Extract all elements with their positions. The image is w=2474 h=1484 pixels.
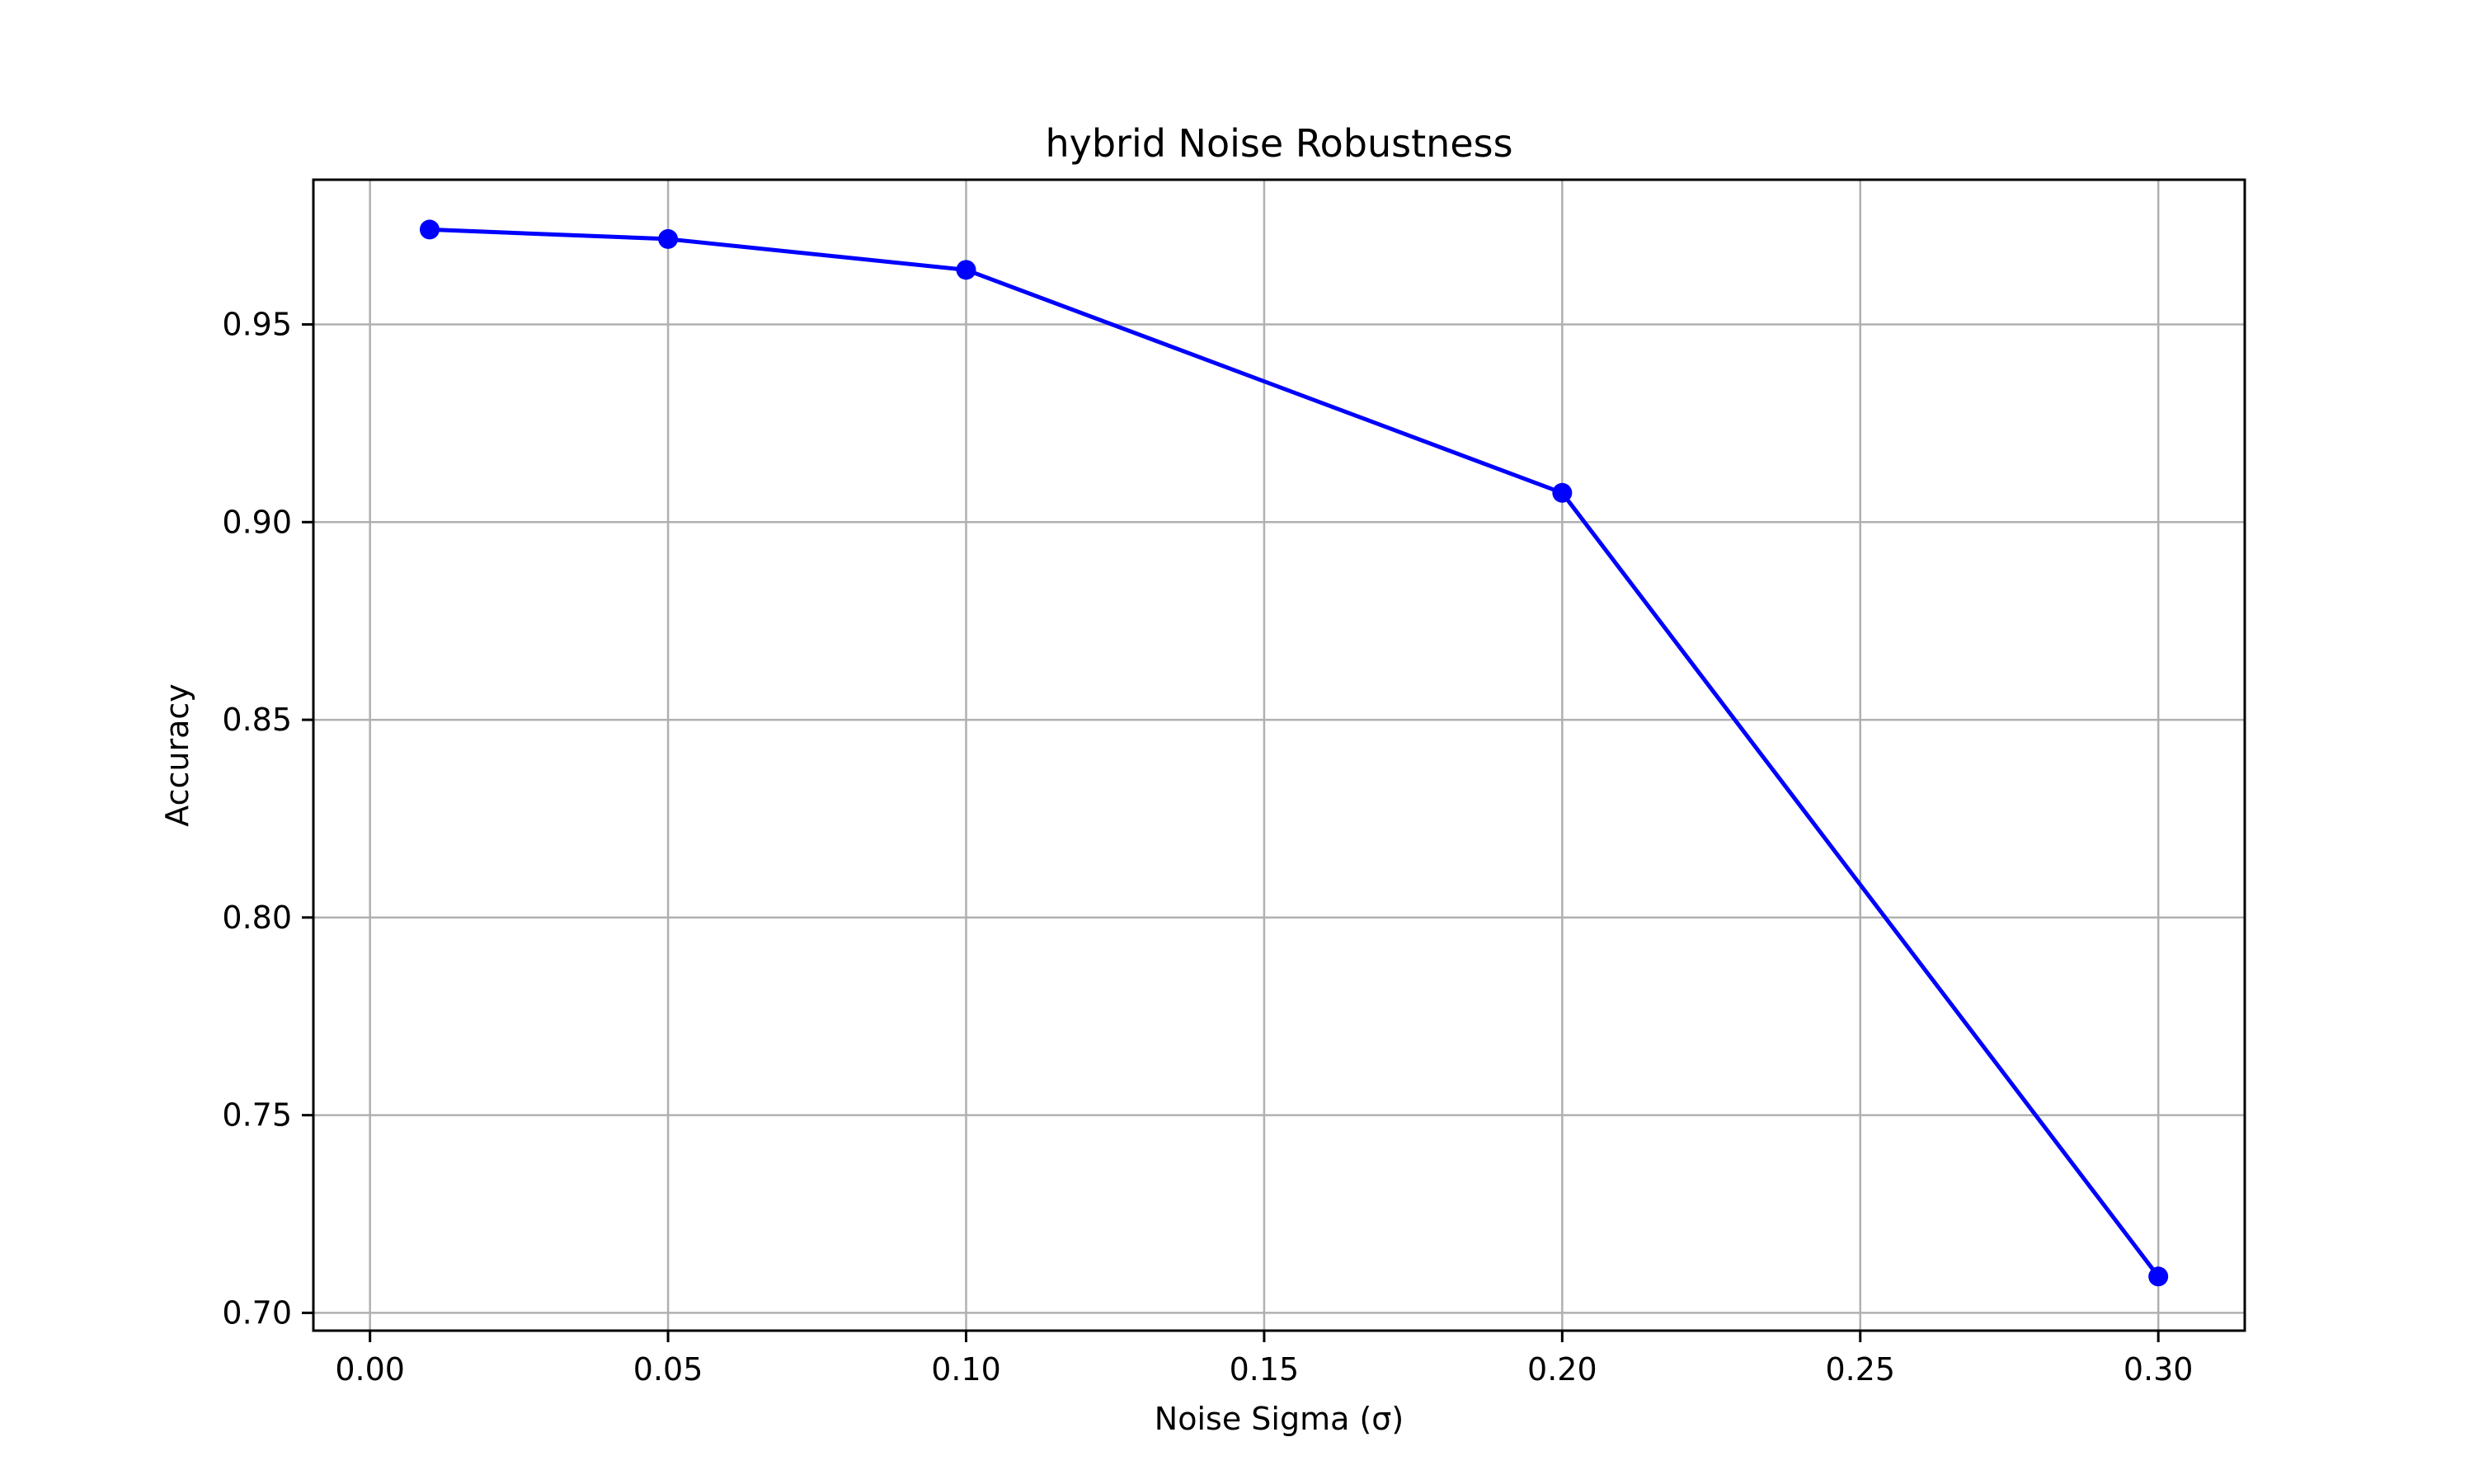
grid	[313, 180, 2245, 1331]
data-point	[2148, 1266, 2169, 1287]
x-axis-ticks: 0.00 0.05 0.10 0.15 0.20 0.25 0.30	[335, 1331, 2193, 1388]
x-tick-label: 0.15	[1230, 1351, 1300, 1388]
x-tick-label: 0.20	[1527, 1351, 1597, 1388]
y-axis-label: Accuracy	[159, 683, 195, 827]
data-point	[419, 219, 440, 240]
x-tick-label: 0.10	[931, 1351, 1001, 1388]
x-tick-label: 0.25	[1825, 1351, 1895, 1388]
x-tick-label: 0.00	[335, 1351, 405, 1388]
y-axis-ticks: 0.70 0.75 0.80 0.85 0.90 0.95	[222, 307, 313, 1331]
y-tick-label: 0.70	[222, 1294, 292, 1331]
data-point	[1552, 482, 1573, 503]
data-point	[658, 228, 679, 249]
y-tick-label: 0.85	[222, 702, 292, 738]
y-tick-label: 0.95	[222, 307, 292, 343]
plot-frame	[312, 178, 2246, 1332]
series-layer	[419, 219, 2169, 1287]
y-tick-label: 0.90	[222, 504, 292, 540]
series-line	[429, 227, 2161, 1278]
y-tick-label: 0.80	[222, 899, 292, 936]
y-tick-label: 0.75	[222, 1097, 292, 1134]
x-tick-label: 0.05	[633, 1351, 703, 1388]
x-tick-label: 0.30	[2124, 1351, 2194, 1388]
data-point	[956, 260, 976, 280]
x-axis-label: Noise Sigma (σ)	[1155, 1401, 1404, 1437]
chart-title: hybrid Noise Robustness	[1045, 121, 1512, 166]
